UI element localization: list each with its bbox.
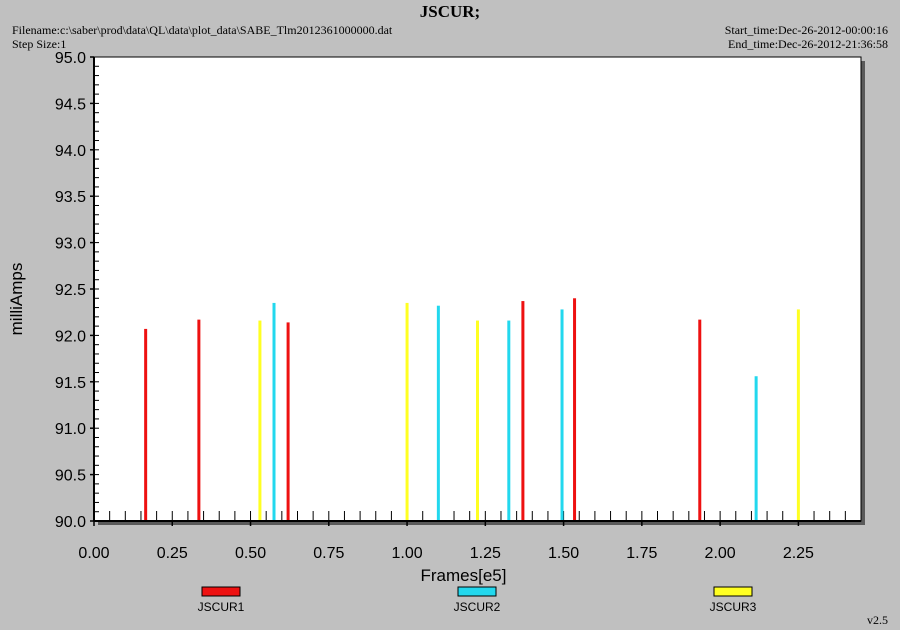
filename-label: Filename:c:\saber\prod\data\QL\data\plot…: [12, 23, 393, 37]
x-tick-label: 2.00: [705, 545, 736, 562]
x-axis-title: Frames[e5]: [421, 566, 507, 585]
bar-JSCUR2: [507, 320, 511, 521]
y-tick-label: 95.0: [55, 50, 86, 67]
start-time-label: Start_time:Dec-26-2012-00:00:16: [724, 23, 888, 37]
bar-JSCUR1: [144, 328, 148, 521]
y-tick-label: 93.0: [55, 236, 86, 253]
bar-JSCUR2: [272, 302, 276, 521]
legend-label-JSCUR3: JSCUR3: [710, 600, 757, 614]
x-tick-label: 1.75: [626, 545, 657, 562]
bar-JSCUR1: [521, 301, 525, 521]
x-tick-label: 1.25: [470, 545, 501, 562]
y-tick-label: 94.0: [55, 143, 86, 160]
x-tick-label: 0.00: [78, 545, 109, 562]
x-tick-label: 2.25: [783, 545, 814, 562]
y-tick-label: 91.5: [55, 375, 86, 392]
y-tick-label: 92.0: [55, 328, 86, 345]
y-tick-label: 91.0: [55, 421, 86, 438]
legend-swatch-JSCUR1: [201, 586, 241, 597]
bar-JSCUR1: [197, 319, 201, 521]
bar-JSCUR1: [698, 319, 702, 521]
x-tick-label: 1.00: [391, 545, 422, 562]
y-axis: 90.0 90.5 91.0 91.5 92.0 92.5 93.0 93.5 94.0 94.5…: [55, 50, 94, 531]
x-tick-label: 0.25: [157, 545, 188, 562]
bar-JSCUR3: [258, 320, 262, 521]
legend-label-JSCUR1: JSCUR1: [198, 600, 245, 614]
bar-JSCUR2: [754, 376, 758, 521]
y-tick-label: 92.5: [55, 282, 86, 299]
y-tick-label: 93.5: [55, 189, 86, 206]
x-tick-label: 1.50: [548, 545, 579, 562]
bar-JSCUR3: [796, 309, 800, 521]
y-tick-label: 90.5: [55, 468, 86, 485]
legend: JSCUR1 JSCUR2 JSCUR3: [198, 586, 757, 614]
y-tick-label: 94.5: [55, 96, 86, 113]
y-tick-label: 90.0: [55, 514, 86, 531]
legend-swatch-JSCUR2: [457, 586, 497, 597]
bar-JSCUR3: [405, 302, 409, 521]
data-bars: [144, 298, 800, 521]
file-info: Filename:c:\saber\prod\data\QL\data\plot…: [12, 23, 392, 51]
time-info: Start_time:Dec-26-2012-00:00:16 End_time…: [725, 23, 888, 51]
bar-JSCUR1: [573, 298, 577, 521]
version-label: v2.5: [867, 613, 888, 627]
end-time-label: End_time:Dec-26-2012-21:36:58: [728, 37, 888, 51]
legend-swatch-JSCUR3: [713, 586, 753, 597]
step-size-label: Step Size:1: [12, 37, 67, 51]
bar-JSCUR2: [436, 305, 440, 521]
x-tick-label: 0.50: [235, 545, 266, 562]
bar-JSCUR2: [560, 309, 564, 521]
chart-title: JSCUR;: [419, 2, 481, 21]
x-tick-label: 0.75: [313, 545, 344, 562]
x-axis: 0.00 0.25 0.50 0.75 1.00 1.25 1.50 1.75 2.00 2.25: [78, 521, 814, 562]
legend-label-JSCUR2: JSCUR2: [454, 600, 501, 614]
bar-JSCUR1: [286, 322, 290, 521]
y-axis-title: milliAmps: [7, 263, 26, 336]
bar-JSCUR3: [476, 320, 479, 521]
